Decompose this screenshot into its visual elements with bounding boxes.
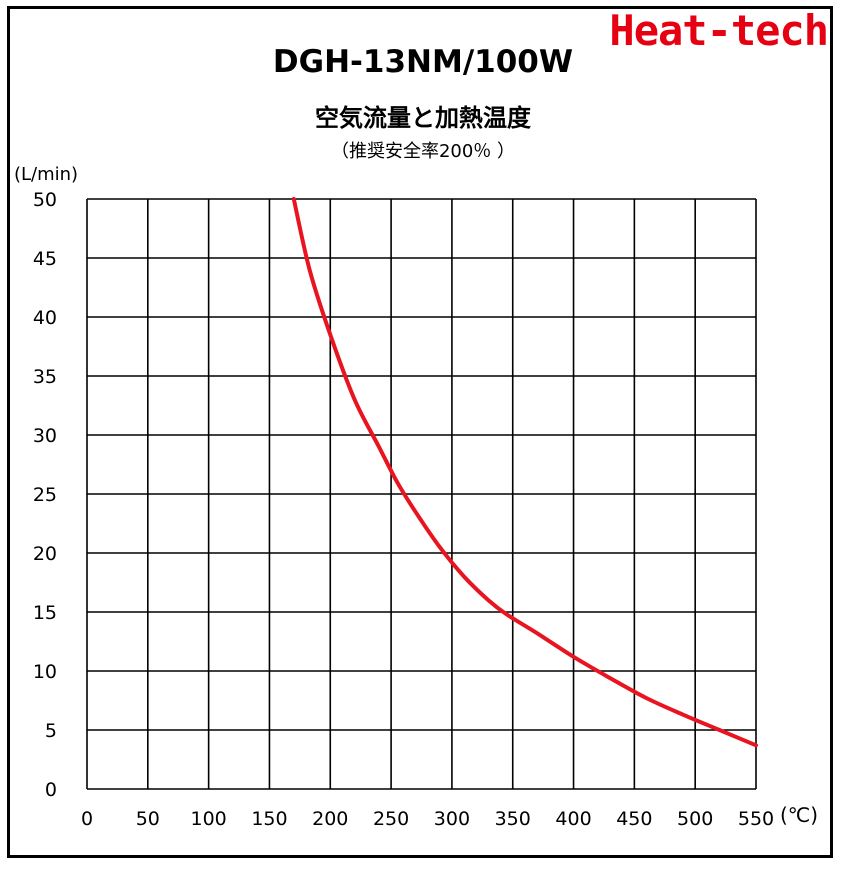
x-tick-label: 0 [81,808,93,830]
y-tick-label: 10 [33,661,57,683]
chart-title: DGH-13NM/100W [272,44,574,80]
chart-subtitle: 空気流量と加熱温度 [315,104,531,132]
brand-logo: Heat-tech [609,6,829,55]
y-tick-label: 50 [33,189,57,211]
x-tick-label: 400 [555,808,591,830]
y-tick-label: 35 [33,366,57,388]
x-tick-label: 450 [616,808,652,830]
y-tick-label: 40 [33,307,57,329]
y-tick-label: 30 [33,425,57,447]
y-tick-label: 45 [33,248,57,270]
x-axis-unit: (℃) [780,803,819,827]
x-tick-label: 300 [434,808,470,830]
y-tick-label: 0 [45,779,57,801]
chart-note: （推奨安全率200％ ） [330,141,516,162]
x-tick-label: 250 [373,808,409,830]
y-tick-label: 5 [45,720,57,742]
y-tick-label: 25 [33,484,57,506]
x-tick-label: 100 [191,808,227,830]
y-tick-label: 15 [33,602,57,624]
y-tick-label: 20 [33,543,57,565]
y-axis-unit: (L/min) [14,164,79,185]
x-tick-label: 200 [312,808,348,830]
x-tick-label: 550 [738,808,774,830]
x-tick-label: 150 [251,808,287,830]
x-tick-label: 50 [136,808,160,830]
series-line [291,197,758,748]
x-tick-label: 500 [677,808,713,830]
x-tick-label: 350 [495,808,531,830]
